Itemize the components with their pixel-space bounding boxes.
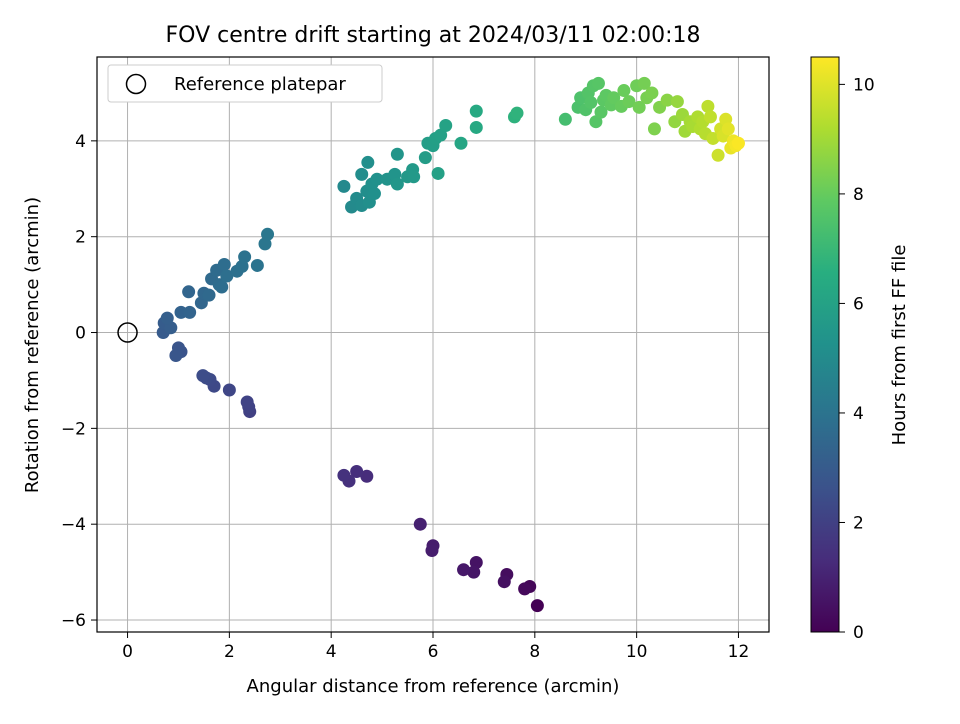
scatter-point [706,131,720,145]
y-axis-label: Rotation from reference (arcmin) [22,197,43,493]
scatter-point [182,285,196,299]
colorbar-tick-label: 2 [853,513,864,533]
scatter-point [337,179,351,193]
scatter-point [217,257,231,271]
colorbar-tick-label: 6 [853,294,864,314]
scatter-point [350,464,364,478]
scatter-point [670,95,684,109]
scatter-point [183,305,197,319]
scatter-point [632,100,646,114]
scatter-point [454,136,468,150]
scatter-point [434,128,448,142]
scatter-point [497,575,511,589]
scatter-point [390,177,404,191]
scatter-point [361,155,375,169]
chart-title: FOV centre drift starting at 2024/03/11 … [166,23,701,48]
x-tick-label: 12 [728,642,750,662]
scatter-point [589,115,603,129]
scatter-point [439,119,453,133]
y-tick-label: −6 [61,611,86,631]
scatter-point [220,269,234,283]
scatter-point [721,122,735,136]
scatter-point [731,136,745,150]
scatter-point [591,76,605,90]
scatter-point [215,280,229,294]
scatter-point [457,563,471,577]
scatter-point [360,469,374,483]
data-points [156,76,745,613]
scatter-point [238,250,252,264]
scatter-point [169,349,183,363]
x-axis-label: Angular distance from reference (arcmin) [247,676,620,697]
scatter-point [518,582,532,596]
y-tick-label: 0 [75,324,86,344]
colorbar-tick-label: 8 [853,185,864,205]
colorbar-tick-label: 0 [853,623,864,643]
reference-platepar-marker [117,322,138,343]
scatter-point [594,105,608,119]
colorbar-gradient [810,56,840,633]
scatter-point [261,227,275,241]
scatter-point [510,106,524,120]
x-tick-label: 8 [529,642,540,662]
scatter-point [530,599,544,613]
x-tick-label: 10 [626,642,648,662]
scatter-point [622,95,636,109]
scatter-point [390,147,404,161]
scatter-point [425,544,439,558]
x-tick-label: 4 [326,642,337,662]
scatter-point [607,91,621,105]
scatter-point [617,84,631,98]
colorbar-tick-label: 4 [853,404,864,424]
scatter-point [413,517,427,531]
scatter-point [355,167,369,181]
scatter-point [469,104,483,118]
scatter-point [558,112,572,126]
colorbar-tick-label: 10 [853,75,875,95]
scatter-point [367,187,381,201]
scatter-point [647,122,661,136]
scatter-point [701,99,715,113]
scatter-point [711,148,725,162]
legend-marker-icon [125,73,147,95]
y-tick-label: −2 [61,419,86,439]
scatter-point [250,258,264,272]
scatter-point [469,120,483,134]
scatter-point [431,166,445,180]
scatter-point [370,172,384,186]
legend: Reference platepar [107,64,383,103]
scatter-point [222,383,236,397]
scatter-point [645,86,659,100]
y-tick-label: −4 [61,515,86,535]
x-tick-label: 2 [224,642,235,662]
y-tick-label: 4 [75,132,86,152]
scatter-point [160,311,174,325]
scatter-point [660,93,674,107]
legend-entry-reference: Reference platepar [174,74,346,95]
scatter-point [196,369,210,383]
x-tick-label: 6 [428,642,439,662]
scatter-point [467,565,481,579]
scatter-point [407,170,421,184]
y-axis-ticks: −6 −4 −2 0 2 4 [61,132,97,631]
scatter-point [337,468,351,482]
legend-box [107,64,383,103]
x-axis-ticks: 0 2 4 6 8 10 12 [122,632,749,662]
scatter-point [637,76,651,90]
y-tick-label: 2 [75,228,86,248]
scatter-point [240,395,254,409]
scatter-point [418,151,432,165]
scatter-point [703,110,717,124]
colorbar-ticks: 0 2 4 6 8 10 [839,75,875,643]
colorbar: 0 2 4 6 8 10 Hours from first FF file [810,56,910,643]
colorbar-label: Hours from first FF file [889,245,910,446]
scatter-point [584,96,598,110]
x-tick-label: 0 [122,642,133,662]
scatter-point [202,288,216,302]
